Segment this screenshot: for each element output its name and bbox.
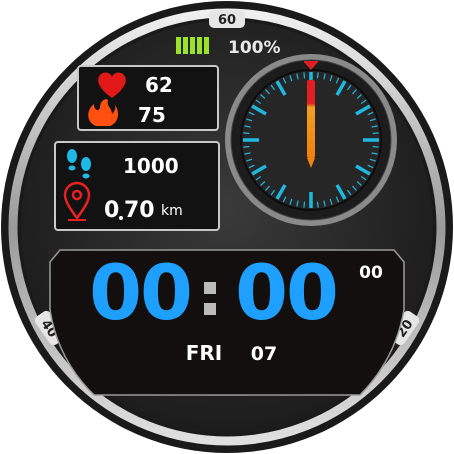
subdial-minor-tick [369,158,376,162]
bezel-label-top: 60 [209,10,245,28]
subdial-minor-tick [246,158,253,162]
battery-bar [190,37,195,54]
battery-indicator: 100% [176,37,281,58]
heart-icon [98,72,126,98]
subdial-minor-tick [270,189,276,196]
subdial-minor-tick [248,164,255,169]
subdial-ticks [243,72,379,208]
calories-value: 75 [138,103,166,127]
subdial-minor-tick [289,198,293,205]
subdial-minor-tick [265,89,270,95]
subdial-major-tick [335,80,347,96]
subdial-major-tick [251,164,267,176]
top-marker-icon [304,62,318,70]
subdial-needle [307,80,315,158]
subdial-minor-tick [303,201,306,208]
time-minutes: 00 [235,248,337,337]
subdial-major-tick [275,184,287,200]
footprints-icon [67,149,91,179]
battery-bar [197,37,202,54]
subdial-minor-tick [371,125,378,128]
battery-bar [183,37,188,54]
subdial-minor-tick [323,73,326,80]
distance-decimal-point [119,216,123,220]
subdial-minor-tick [360,175,367,181]
time-colon-top [204,282,216,294]
subdial-minor-tick [329,75,333,82]
subdial-minor-tick [265,185,270,191]
subdial-minor-tick [372,145,379,148]
activity-panel: 1000 0 70 km [54,141,220,231]
subdial-minor-tick [356,181,362,186]
subdial-minor-tick [316,201,319,208]
subdial-minor-tick [356,94,362,99]
subdial-minor-tick [367,111,374,116]
subdial-minor-tick [243,132,250,135]
battery-bar [176,37,181,54]
subdial-minor-tick [346,84,352,91]
subdial-minor-tick [244,125,251,128]
subdial-minor-tick [296,73,299,80]
subdial-minor-tick [244,152,251,155]
subdial-major-tick [355,164,371,176]
battery-bar [204,37,209,54]
subdial-minor-tick [329,198,333,205]
time-panel: 00 00 00 FRI 07 [49,248,405,396]
time-colon-bottom [204,303,216,315]
subdial-major-tick [275,80,287,96]
date-day: 07 [251,343,277,365]
subdial-minor-tick [372,132,379,135]
subdial-needle-tip [307,158,315,168]
subdial-minor-tick [248,111,255,116]
battery-bars [176,37,209,54]
subdial-minor-tick [352,185,357,191]
distance-unit: km [161,203,183,219]
subdial-minor-tick [371,152,378,155]
analog-subdial [225,54,397,226]
subdial-minor-tick [270,84,276,91]
distance-decimal: 70 [124,198,155,223]
subdial-minor-tick [255,175,262,181]
subdial-minor-tick [323,200,326,207]
subdial-minor-tick [316,72,319,79]
subdial-minor-tick [246,118,253,122]
location-pin-icon [63,181,91,221]
subdial-major-tick [251,104,267,116]
subdial-minor-tick [296,200,299,207]
subdial-minor-tick [352,89,357,95]
date-weekday: FRI [186,341,223,365]
distance-integer: 0 [104,198,119,223]
subdial-minor-tick [260,94,266,99]
svg-text:60: 60 [218,13,236,28]
subdial-minor-tick [282,196,287,203]
subdial-major-tick [355,104,371,116]
subdial-minor-tick [255,99,262,105]
subdial-minor-tick [367,164,374,169]
subdial-minor-tick [289,75,293,82]
health-panel: 62 75 [77,65,219,131]
subdial-minor-tick [260,181,266,186]
battery-percent: 100% [228,38,281,58]
subdial-minor-tick [369,118,376,122]
subdial-minor-tick [282,77,287,84]
subdial-major-tick [335,184,347,200]
steps-value: 1000 [123,154,179,178]
subdial-minor-tick [335,77,340,84]
subdial-minor-tick [303,72,306,79]
fire-icon [88,99,119,126]
subdial-minor-tick [346,189,352,196]
subdial-minor-tick [360,99,367,105]
time-seconds: 00 [359,263,383,283]
subdial-minor-tick [335,196,340,203]
subdial-minor-tick [243,145,250,148]
time-hours: 00 [89,248,191,337]
heart-rate-value: 62 [145,73,173,97]
